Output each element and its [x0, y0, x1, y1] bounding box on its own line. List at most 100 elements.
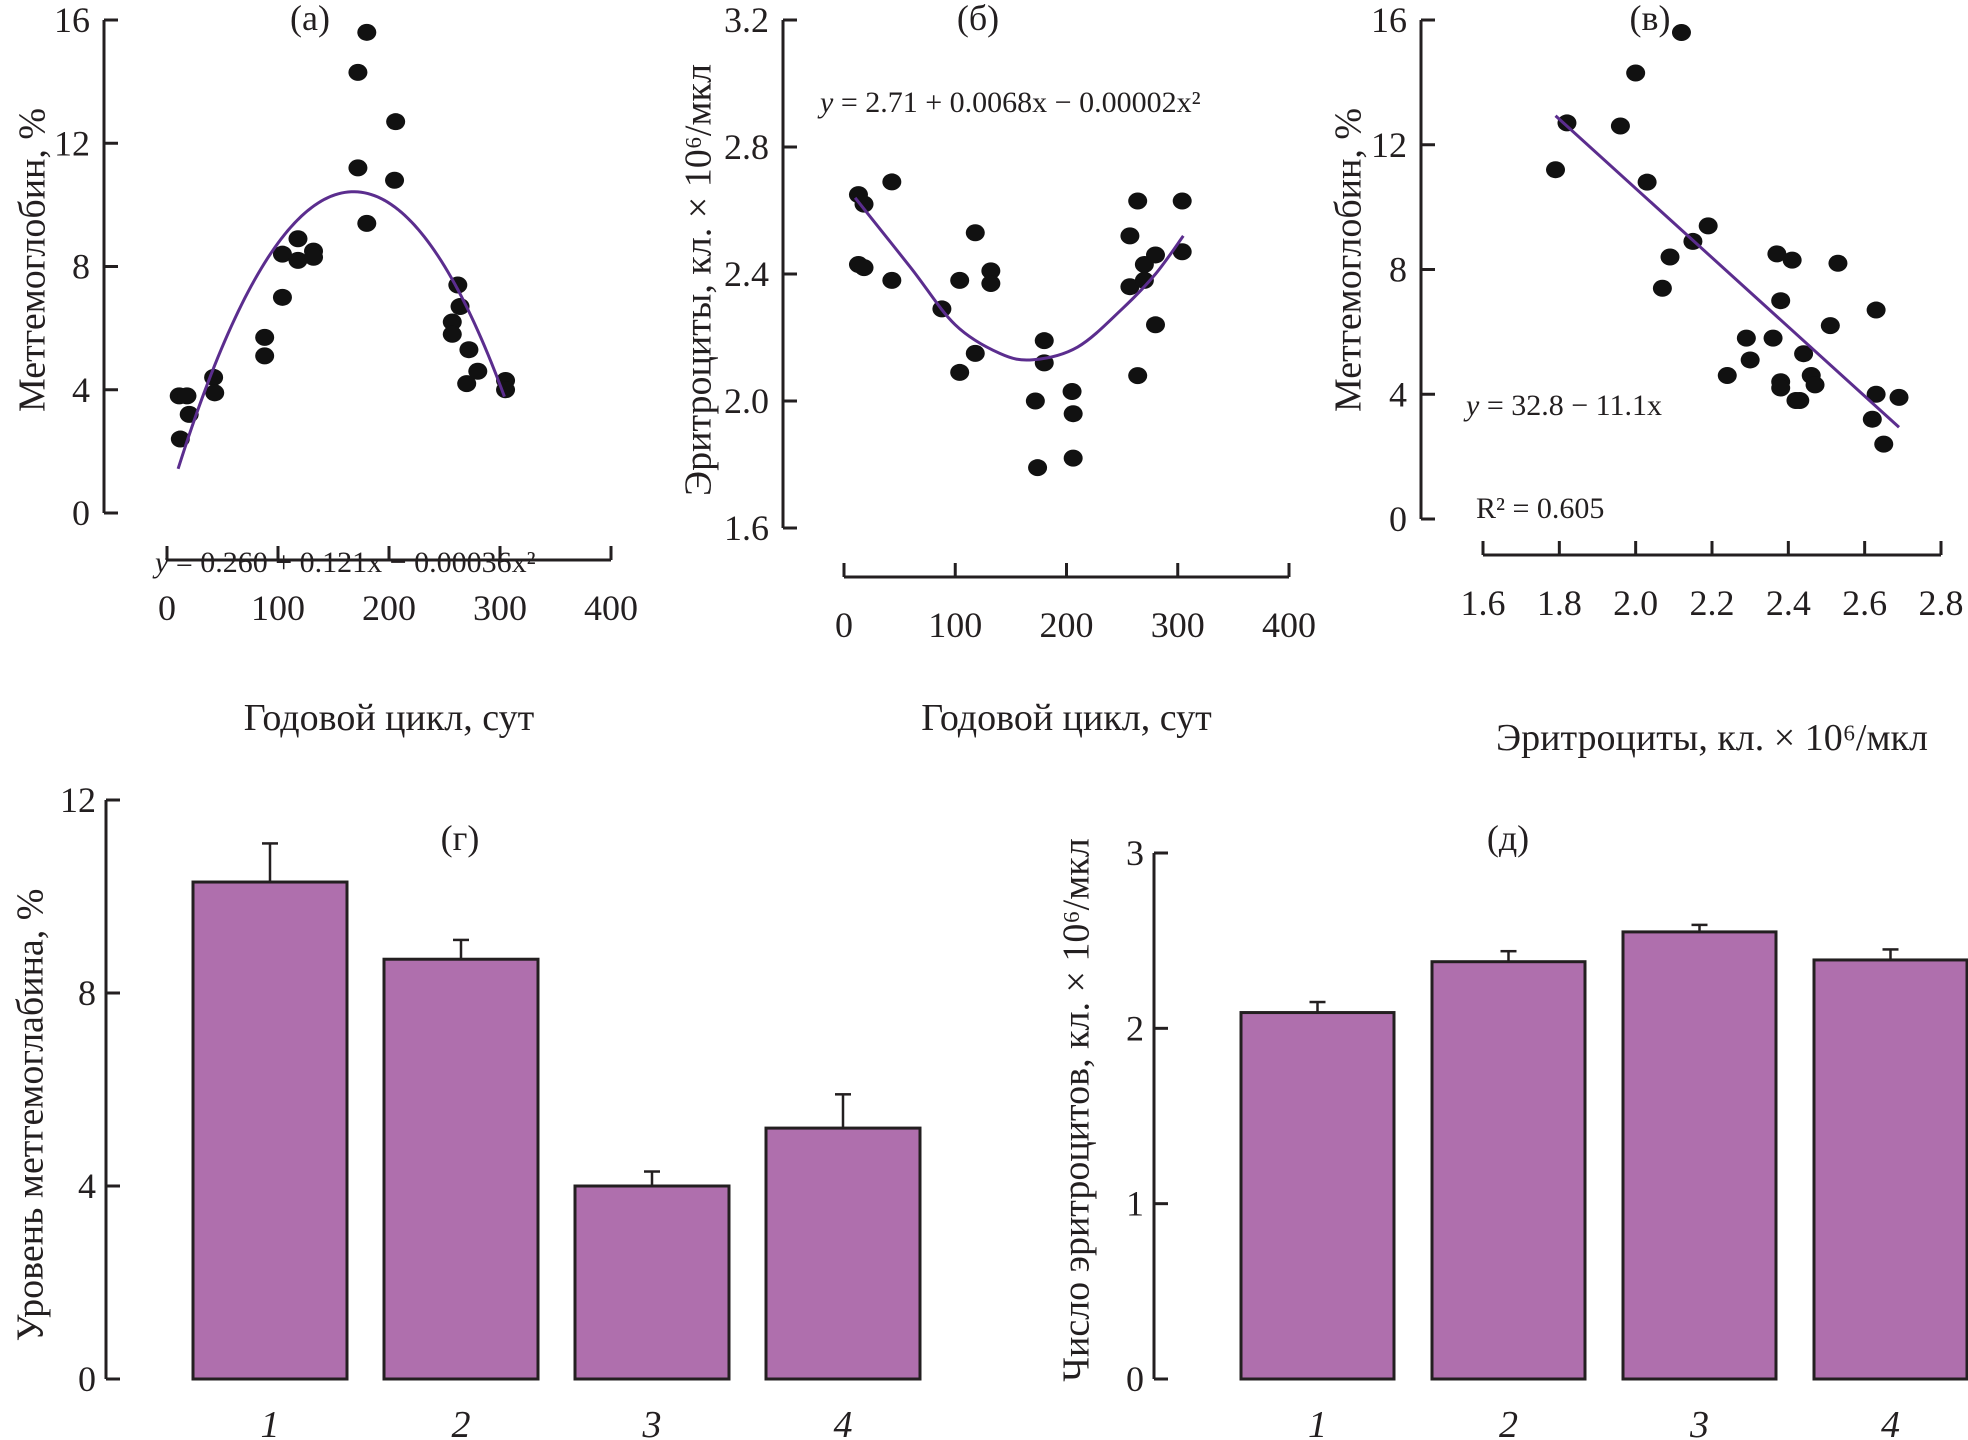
- fit-equation: y = 0.260 + 0.121x − 0.00036x²: [152, 546, 536, 579]
- panel-d: 0 1 2 3 Число эритроцитов, кл. × 10⁶/мкл (д) 1…: [1056, 818, 1968, 1440]
- data-point: [1874, 435, 1894, 453]
- data-point: [1763, 329, 1783, 347]
- x-tick-label: 300: [1151, 605, 1205, 645]
- data-point: [950, 271, 970, 289]
- y-axis-title: Число эритроцитов, кл. × 10⁶/мкл: [1056, 838, 1098, 1381]
- data-point: [1610, 117, 1630, 135]
- y-tick-label: 0: [72, 493, 90, 533]
- y-axis-title: Метгемоглобин, %: [12, 108, 54, 412]
- data-point: [1134, 271, 1154, 289]
- data-point: [1736, 329, 1756, 347]
- bar: [191, 880, 349, 1381]
- data-point: [1146, 246, 1165, 264]
- data-point: [1740, 351, 1760, 369]
- data-point: [1820, 317, 1840, 335]
- data-point: [1146, 316, 1165, 334]
- y-tick-label: 12: [1371, 125, 1407, 165]
- data-point: [1866, 385, 1886, 403]
- y-tick-label: 0: [1126, 1359, 1144, 1399]
- data-point: [348, 159, 368, 177]
- data-point: [882, 271, 902, 289]
- y-tick-label: 2: [1126, 1008, 1144, 1048]
- data-point: [1034, 332, 1054, 350]
- data-point: [1120, 278, 1140, 296]
- data-point: [981, 275, 1001, 293]
- data-point: [459, 341, 479, 359]
- y-tick-label: 4: [78, 1166, 96, 1206]
- y-tick-label: 2.0: [724, 381, 769, 421]
- data-point: [1805, 376, 1825, 394]
- panel-label: (б): [957, 0, 999, 38]
- data-point: [1546, 161, 1566, 179]
- y-tick-label: 12: [54, 123, 90, 163]
- data-point: [357, 23, 377, 41]
- data-point: [1637, 173, 1657, 191]
- y-tick-label: 0: [78, 1359, 96, 1399]
- data-point: [1828, 254, 1848, 272]
- category-label: 2: [452, 1404, 471, 1440]
- y-tick-label: 8: [1389, 250, 1407, 290]
- x-axis-title: Годовой цикл, сут: [244, 697, 535, 739]
- y-tick-label: 12: [60, 780, 96, 820]
- data-point: [442, 313, 462, 331]
- data-point: [1660, 248, 1680, 266]
- data-point: [1790, 391, 1810, 409]
- y-tick-label: 16: [54, 0, 90, 40]
- data-point: [1671, 23, 1691, 41]
- data-point: [205, 384, 225, 402]
- fit-curve: [853, 196, 1185, 362]
- data-point: [981, 262, 1001, 280]
- bar: [382, 957, 540, 1381]
- y-tick-label: 3: [1126, 833, 1144, 873]
- x-tick-label: 2.4: [1766, 583, 1811, 623]
- x-tick-label: 200: [362, 588, 416, 628]
- data-point: [1782, 251, 1802, 269]
- panel-v: 0 4 8 12 16 1.6 1.8 2.0 2.2 2.4 2.6 2.8 Эритроциты, …: [1328, 0, 1964, 759]
- x-tick-label: 400: [1262, 605, 1316, 645]
- data-point: [1063, 449, 1083, 467]
- fit-equation: y = 2.71 + 0.0068x − 0.00002x²: [817, 86, 1201, 119]
- x-tick-label: 2.2: [1690, 583, 1735, 623]
- bar: [1812, 958, 1968, 1381]
- data-point: [177, 387, 197, 405]
- y-tick-label: 8: [78, 973, 96, 1013]
- equation-body: = 2.71 + 0.0068x − 0.00002x²: [833, 86, 1200, 119]
- data-point: [1698, 217, 1718, 235]
- r-squared-label: R² = 0.605: [1476, 492, 1604, 525]
- y-tick-label: 8: [72, 247, 90, 287]
- x-tick-label: 300: [473, 588, 527, 628]
- data-point: [457, 375, 477, 393]
- y-tick-label: 16: [1371, 0, 1407, 40]
- data-point: [357, 214, 377, 232]
- equation-y: y: [1463, 389, 1480, 422]
- data-point: [950, 363, 970, 381]
- data-point: [1128, 192, 1148, 210]
- x-tick-label: 2.8: [1919, 583, 1964, 623]
- bar: [573, 1184, 731, 1381]
- y-tick-label: 4: [1389, 374, 1407, 414]
- data-point: [386, 113, 406, 131]
- category-label: 3: [1689, 1404, 1709, 1440]
- equation-body: = 32.8 − 11.1x: [1479, 389, 1662, 422]
- x-tick-label: 100: [251, 588, 305, 628]
- data-point: [1172, 243, 1192, 261]
- data-point: [854, 195, 874, 213]
- y-tick-label: 2.4: [724, 254, 769, 294]
- category-label: 4: [1881, 1404, 1900, 1440]
- data-point: [854, 259, 874, 277]
- category-label: 3: [642, 1404, 662, 1440]
- panel-label: (г): [441, 818, 480, 858]
- x-tick-label: 400: [584, 588, 638, 628]
- panel-label: (а): [290, 0, 330, 38]
- bar: [1430, 960, 1587, 1381]
- data-point: [272, 245, 292, 263]
- panel-a: 0 4 8 12 16 0 100 200 300 400 Годовой цикл, сут Мет…: [12, 0, 638, 739]
- y-tick-label: 1.6: [724, 508, 769, 548]
- data-point: [1557, 114, 1577, 132]
- x-tick-label: 2.6: [1842, 583, 1887, 623]
- data-point: [272, 288, 292, 306]
- x-tick-label: 0: [158, 588, 176, 628]
